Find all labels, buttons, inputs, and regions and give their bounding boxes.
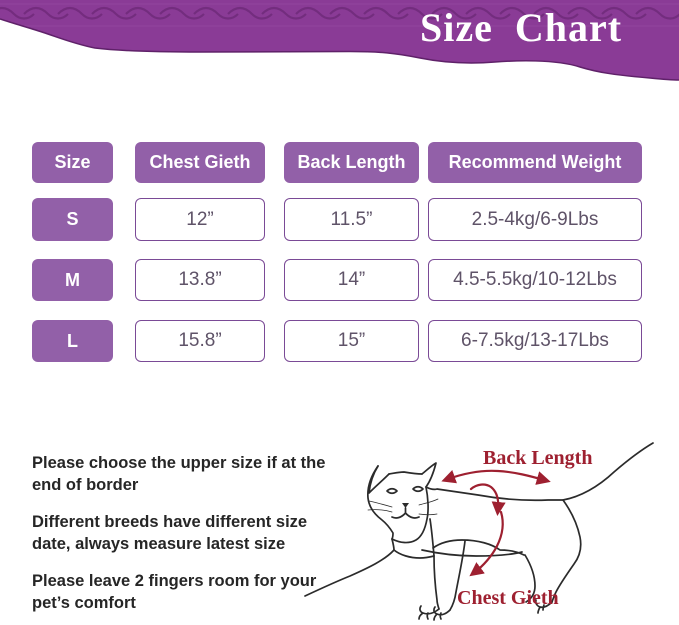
- svg-text:Back Length: Back Length: [483, 447, 592, 469]
- svg-text:Chest Gieth: Chest Gieth: [457, 587, 559, 609]
